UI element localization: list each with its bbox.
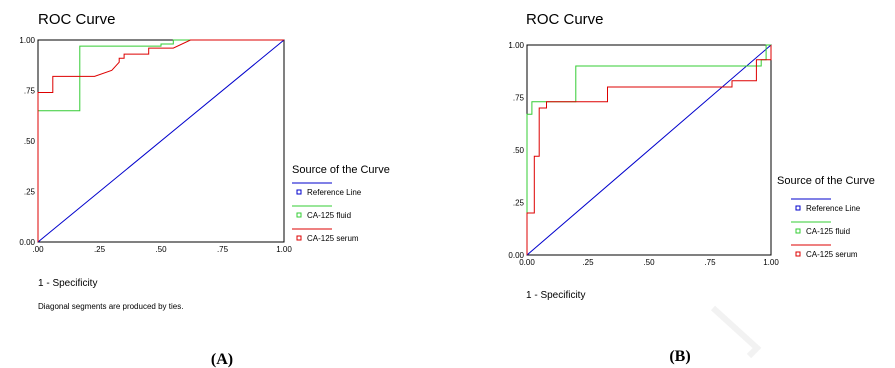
x-tick-label: .25 bbox=[582, 258, 594, 267]
watermark-stroke bbox=[710, 305, 762, 359]
series-line-ca-125-serum bbox=[526, 45, 772, 255]
legend: Reference Line CA-125 fluid CA-125 serum bbox=[292, 182, 362, 243]
series-line-reference-line bbox=[37, 39, 285, 243]
y-tick-label: .50 bbox=[513, 146, 525, 155]
y-tick-label: 0.00 bbox=[19, 238, 35, 247]
x-tick-label: 1.00 bbox=[276, 245, 292, 254]
chart-note: Diagonal segments are produced by ties. bbox=[38, 302, 183, 311]
legend-entry-label: CA-125 serum bbox=[307, 234, 359, 243]
panel-label: (B) bbox=[669, 348, 690, 365]
legend-title: Source of the Curve bbox=[777, 175, 875, 187]
series-line-ca-125-fluid bbox=[37, 39, 284, 242]
legend: Reference Line CA-125 fluid CA-125 serum bbox=[791, 198, 861, 259]
legend-entry-label: Reference Line bbox=[307, 188, 362, 197]
legend-marker bbox=[795, 205, 801, 211]
x-tick-label: 0.00 bbox=[519, 258, 535, 267]
chart-title: ROC Curve bbox=[526, 11, 604, 28]
legend-title: Source of the Curve bbox=[292, 164, 390, 176]
chart-panel-a: ROC Curve .00 .25 .50 .75 1.00 0.00 .25 .50 .75 1… bbox=[19, 11, 390, 368]
y-tick-label: 1.00 bbox=[19, 36, 35, 45]
legend-entry-label: Reference Line bbox=[806, 204, 861, 213]
tick-labels: .00 .25 .50 .75 1.00 0.00 .25 .50 .75 1.00 bbox=[19, 36, 292, 254]
y-tick-label: 0.00 bbox=[508, 251, 524, 260]
series-lines bbox=[526, 44, 772, 256]
tick-labels: 0.00 .25 .50 .75 1.00 0.00 .25 .50 .75 1.00 bbox=[508, 41, 779, 267]
y-tick-label: .50 bbox=[24, 137, 36, 146]
series-lines bbox=[37, 39, 285, 243]
legend-marker bbox=[795, 228, 801, 234]
x-axis-label: 1 - Specificity bbox=[38, 278, 97, 289]
x-tick-label: 1.00 bbox=[763, 258, 779, 267]
legend-entry-label: CA-125 fluid bbox=[806, 227, 850, 236]
y-tick-label: .75 bbox=[513, 94, 525, 103]
y-tick-label: .75 bbox=[24, 87, 36, 96]
y-tick-label: .25 bbox=[513, 199, 525, 208]
legend-marker bbox=[296, 235, 302, 241]
x-axis-label: 1 - Specificity bbox=[526, 290, 585, 301]
legend-marker bbox=[296, 212, 302, 218]
chart-title: ROC Curve bbox=[38, 11, 116, 28]
legend-marker bbox=[795, 251, 801, 257]
series-line-reference-line bbox=[526, 44, 772, 256]
x-tick-label: .00 bbox=[32, 245, 44, 254]
chart-panel-b: ROC Curve 0.00 .25 .50 .75 1.00 0.00 .25 .50 .75… bbox=[450, 0, 895, 368]
x-tick-label: .50 bbox=[155, 245, 167, 254]
y-tick-label: 1.00 bbox=[508, 41, 524, 50]
x-tick-label: .75 bbox=[217, 245, 229, 254]
roc-chart-b: ROC Curve 0.00 .25 .50 .75 1.00 0.00 .25 .50 .75… bbox=[508, 11, 875, 365]
x-tick-label: .75 bbox=[704, 258, 716, 267]
y-tick-label: .25 bbox=[24, 188, 36, 197]
x-tick-label: .50 bbox=[643, 258, 655, 267]
legend-entry-label: CA-125 serum bbox=[806, 250, 858, 259]
x-tick-label: .25 bbox=[94, 245, 106, 254]
legend-marker bbox=[296, 189, 302, 195]
panel-label: (A) bbox=[211, 351, 233, 368]
legend-entry-label: CA-125 fluid bbox=[307, 211, 351, 220]
series-line-ca-125-fluid bbox=[526, 44, 771, 255]
series-line-ca-125-serum bbox=[37, 39, 284, 242]
roc-chart-a: ROC Curve .00 .25 .50 .75 1.00 0.00 .25 .50 .75 1… bbox=[19, 11, 390, 368]
